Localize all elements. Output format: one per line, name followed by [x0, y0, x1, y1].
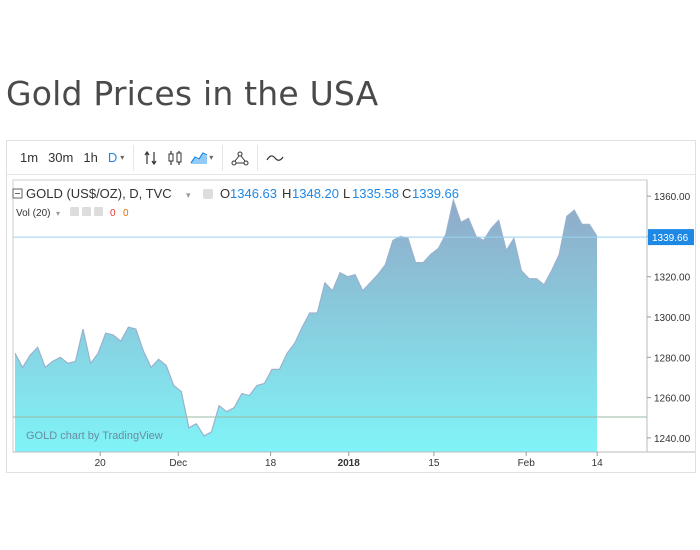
x-tick-label: Dec	[169, 458, 187, 469]
last-price-badge	[648, 229, 694, 246]
price-chart[interactable]: 1240.001260.001280.001300.001320.001340.…	[7, 175, 695, 472]
toolbar-divider	[257, 144, 259, 171]
interval-1h-button[interactable]: 1h	[83, 149, 98, 165]
interval-d-button[interactable]: D	[107, 149, 118, 165]
volume-value-1: 0	[110, 208, 116, 219]
wave-icon[interactable]	[263, 141, 287, 175]
legend-low-label: L	[343, 186, 350, 201]
interval-dropdown-chevron-down-icon[interactable]: ▾	[120, 153, 125, 162]
volume-close-icon[interactable]	[94, 207, 103, 216]
x-tick-label: 20	[95, 458, 107, 469]
candles-icon[interactable]	[163, 141, 187, 175]
interval-30m-button[interactable]: 30m	[48, 149, 74, 165]
tradingview-widget: 1m 30m 1h D ▾ ▾ 1240.00 1260	[6, 140, 696, 473]
toolbar-divider	[133, 144, 135, 171]
interval-1m-button[interactable]: 1m	[20, 149, 39, 165]
volume-value-2: 0	[123, 208, 129, 219]
page-title: Gold Prices in the USA	[6, 74, 379, 113]
legend-close-label: C	[402, 186, 411, 201]
indicators-icon[interactable]	[228, 141, 252, 175]
legend-chevron-down-icon[interactable]: ▾	[186, 190, 191, 200]
chart-toolbar: 1m 30m 1h D ▾ ▾	[7, 141, 695, 175]
chart-type-chevron-down-icon[interactable]: ▾	[209, 153, 214, 162]
y-tick-label: 1320.00	[654, 273, 691, 284]
legend-symbol: GOLD (US$/OZ), D, TVC	[26, 186, 172, 201]
price-area	[15, 200, 597, 452]
y-tick-label: 1280.00	[654, 353, 691, 364]
last-price-label: 1339.66	[652, 233, 689, 244]
volume-label: Vol (20)	[16, 208, 50, 219]
y-tick-label: 1360.00	[654, 192, 691, 203]
volume-settings-icon[interactable]	[82, 207, 91, 216]
x-tick-label: 14	[592, 458, 604, 469]
watermark: GOLD chart by TradingView	[26, 430, 163, 442]
legend-high-value: 1348.20	[292, 186, 339, 201]
x-tick-label: 15	[428, 458, 440, 469]
y-tick-label: 1260.00	[654, 394, 691, 405]
legend-open-label: O	[220, 186, 230, 201]
volume-visibility-icon[interactable]	[70, 207, 79, 216]
area-chart-icon[interactable]	[187, 141, 211, 175]
y-tick-label: 1300.00	[654, 313, 691, 324]
x-tick-label: Feb	[518, 458, 536, 469]
compare-icon[interactable]	[139, 141, 163, 175]
toolbar-divider	[222, 144, 224, 171]
legend-settings-icon[interactable]	[203, 189, 213, 199]
legend-open-value: 1346.63	[230, 186, 277, 201]
x-tick-label: 18	[265, 458, 277, 469]
volume-chevron-down-icon[interactable]: ▾	[56, 209, 60, 218]
price-line	[14, 197, 598, 437]
y-tick-label: 1240.00	[654, 434, 691, 445]
legend-high-label: H	[282, 186, 291, 201]
x-tick-label: 2018	[338, 458, 361, 469]
legend-close-value: 1339.66	[412, 186, 459, 201]
legend-low-value: 1335.58	[352, 186, 399, 201]
